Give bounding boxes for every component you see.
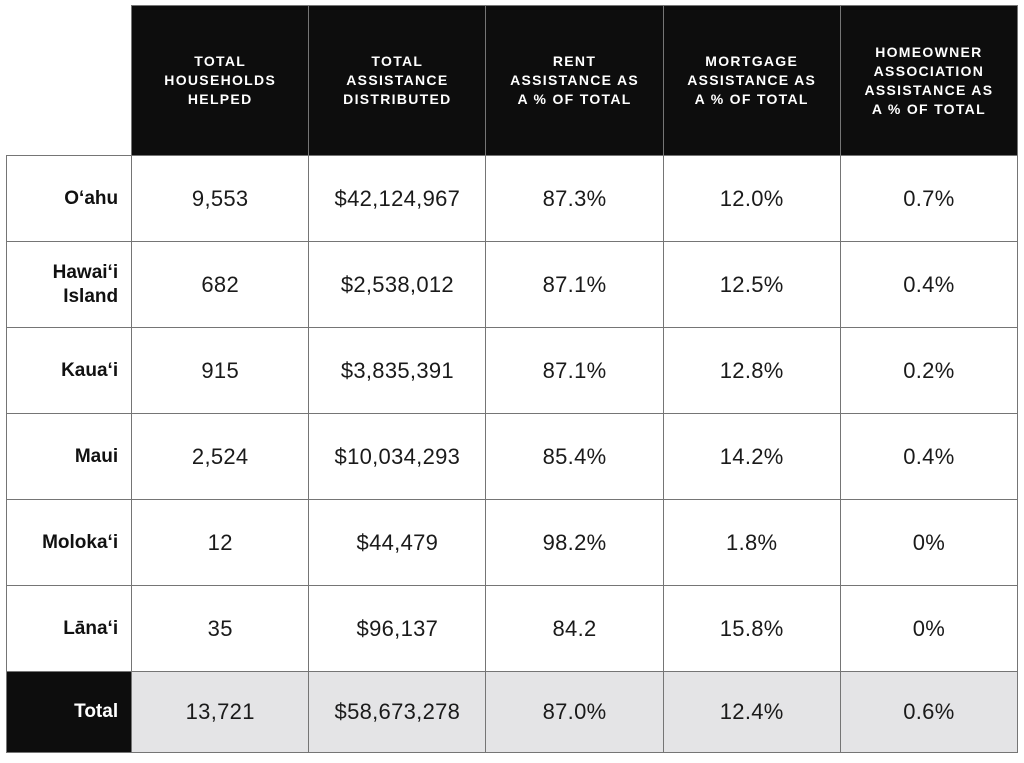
total-cell: 87.0% — [485, 671, 664, 753]
table-cell: 15.8% — [662, 585, 841, 672]
table-cell: $96,137 — [308, 585, 487, 672]
row-label: Oʻahu — [5, 155, 133, 242]
column-header-rent-assistance: RENT ASSISTANCE AS A % OF TOTAL — [485, 5, 664, 156]
table-cell: 12 — [131, 499, 310, 586]
row-label: Hawaiʻi Island — [5, 241, 133, 328]
table-cell: 14.2% — [662, 413, 841, 500]
table-cell: 915 — [131, 327, 310, 414]
table-cell: 12.8% — [662, 327, 841, 414]
table-cell: 1.8% — [662, 499, 841, 586]
table-cell: 0% — [839, 585, 1019, 672]
table-cell: 98.2% — [485, 499, 664, 586]
table-cell: $3,835,391 — [308, 327, 487, 414]
table-cell: 682 — [131, 241, 310, 328]
corner-cell — [6, 5, 132, 156]
table-cell: 0.4% — [839, 413, 1019, 500]
table-cell: $2,538,012 — [308, 241, 487, 328]
table-cell: 0.7% — [839, 155, 1019, 242]
table-cell: 87.3% — [485, 155, 664, 242]
table-row-maui: Maui 2,524 $10,034,293 85.4% 14.2% 0.4% — [5, 413, 1019, 500]
table-cell: 87.1% — [485, 241, 664, 328]
row-label: Molokaʻi — [5, 499, 133, 586]
column-header-total-assistance: TOTAL ASSISTANCE DISTRIBUTED — [308, 5, 487, 156]
table-row-kauai: Kauaʻi 915 $3,835,391 87.1% 12.8% 0.2% — [5, 327, 1019, 414]
table-cell: 35 — [131, 585, 310, 672]
table-cell: 2,524 — [131, 413, 310, 500]
row-label: Lānaʻi — [5, 585, 133, 672]
table-cell: 87.1% — [485, 327, 664, 414]
table-row-molokai: Molokaʻi 12 $44,479 98.2% 1.8% 0% — [5, 499, 1019, 586]
table-row-hawaii-island: Hawaiʻi Island 682 $2,538,012 87.1% 12.5… — [5, 241, 1019, 328]
table-cell: 12.0% — [662, 155, 841, 242]
assistance-table-figure: TOTAL HOUSEHOLDS HELPED TOTAL ASSISTANCE… — [5, 5, 1019, 753]
total-cell: 13,721 — [131, 671, 310, 753]
table-cell: $10,034,293 — [308, 413, 487, 500]
column-header-total-households: TOTAL HOUSEHOLDS HELPED — [131, 5, 310, 156]
table-cell: 85.4% — [485, 413, 664, 500]
table-cell: 84.2 — [485, 585, 664, 672]
total-cell: 12.4% — [662, 671, 841, 753]
table-cell: 12.5% — [662, 241, 841, 328]
table-row-oahu: Oʻahu 9,553 $42,124,967 87.3% 12.0% 0.7% — [5, 155, 1019, 242]
assistance-table: TOTAL HOUSEHOLDS HELPED TOTAL ASSISTANCE… — [5, 5, 1019, 753]
table-cell: 9,553 — [131, 155, 310, 242]
total-row: Total 13,721 $58,673,278 87.0% 12.4% 0.6… — [5, 671, 1019, 753]
total-row-label: Total — [5, 671, 133, 753]
row-label: Maui — [5, 413, 133, 500]
table-cell: 0.4% — [839, 241, 1019, 328]
row-label: Kauaʻi — [5, 327, 133, 414]
table-row-lanai: Lānaʻi 35 $96,137 84.2 15.8% 0% — [5, 585, 1019, 672]
column-header-mortgage-assistance: MORTGAGE ASSISTANCE AS A % OF TOTAL — [662, 5, 841, 156]
table-cell: $42,124,967 — [308, 155, 487, 242]
table-cell: $44,479 — [308, 499, 487, 586]
total-cell: 0.6% — [839, 671, 1019, 753]
table-cell: 0.2% — [839, 327, 1019, 414]
header-row: TOTAL HOUSEHOLDS HELPED TOTAL ASSISTANCE… — [6, 5, 1019, 156]
table-cell: 0% — [839, 499, 1019, 586]
column-header-homeowner-association: HOMEOWNER ASSOCIATION ASSISTANCE AS A % … — [839, 5, 1019, 156]
total-cell: $58,673,278 — [308, 671, 487, 753]
